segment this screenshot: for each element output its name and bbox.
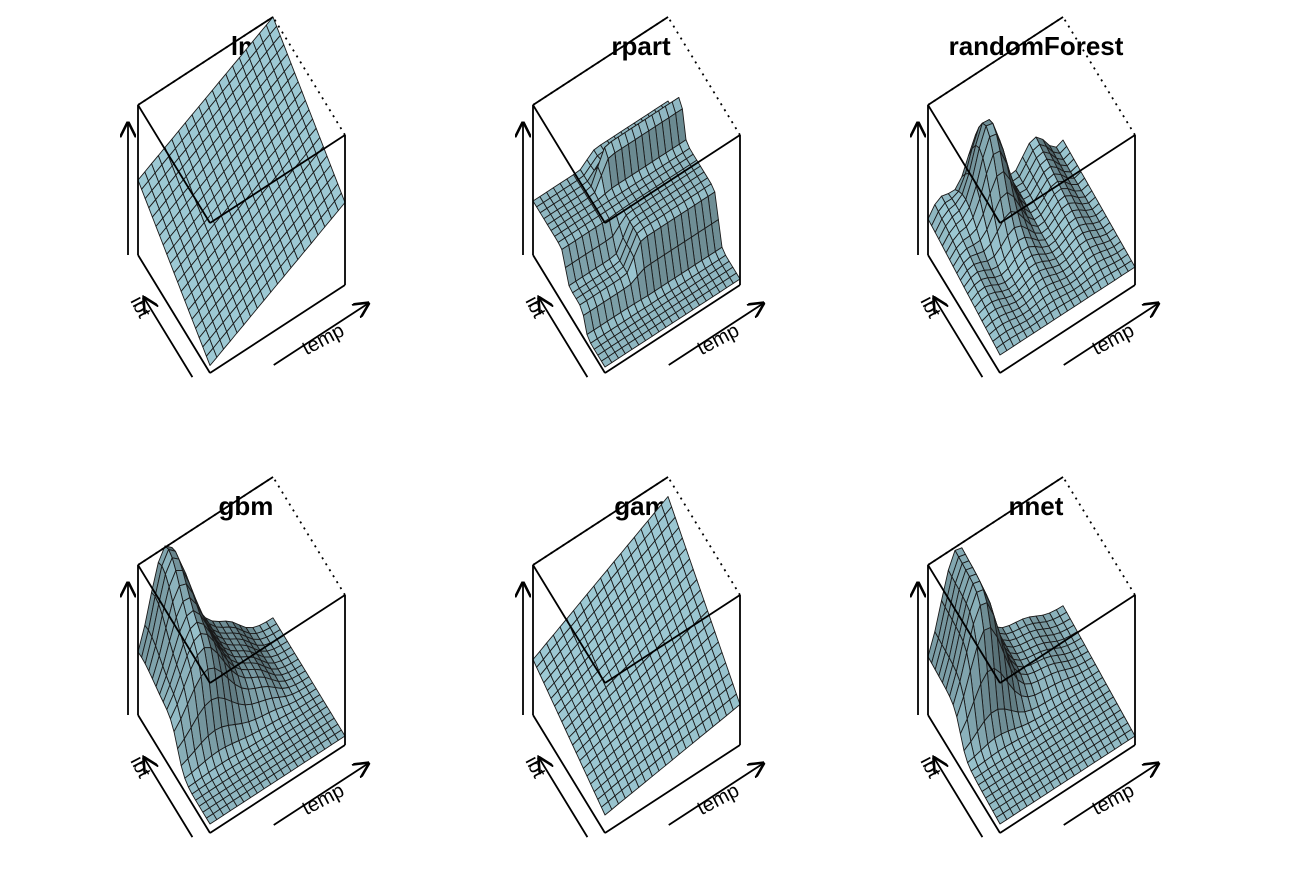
box-edge <box>927 476 1064 566</box>
ibt-axis-arrow <box>539 758 589 838</box>
ibt-axis-arrow <box>934 758 984 838</box>
box-edge <box>137 104 211 224</box>
bounding-box-gbm <box>128 476 369 838</box>
xlabel-randomforest: temp <box>1088 320 1138 360</box>
box-edge <box>999 744 1136 834</box>
box-edge <box>927 254 1001 374</box>
panel-rpart: rpart temp ibt <box>521 16 764 378</box>
box-edge <box>532 714 606 834</box>
box-edge <box>209 134 346 224</box>
box-edge <box>604 284 741 374</box>
surface-facet <box>600 356 613 368</box>
box-edge <box>927 104 1001 224</box>
box-edge <box>137 16 274 106</box>
surface-facet <box>600 801 613 816</box>
xlabel-rpart: temp <box>693 320 743 360</box>
box-edge <box>137 476 274 566</box>
surface-rpart <box>532 97 741 368</box>
temp-axis-arrow <box>273 763 369 826</box>
temp-axis-arrow <box>1063 303 1159 366</box>
box-edge <box>927 564 1001 684</box>
bounding-box-gam <box>523 476 764 838</box>
surface-facet <box>995 342 1008 356</box>
temp-axis-arrow <box>668 763 764 826</box>
box-edge <box>137 714 211 834</box>
box-edge <box>209 284 346 374</box>
bounding-box-nnet <box>918 476 1159 838</box>
panel-gam: gam temp ibt <box>521 476 764 838</box>
box-edge <box>137 254 211 374</box>
temp-axis-arrow <box>668 303 764 366</box>
panel-gbm: gbm temp ibt <box>126 476 369 838</box>
box-edge-hidden <box>1062 476 1136 596</box>
ylabel-lm: ibt <box>126 293 156 322</box>
panel-randomforest: randomForest temp ibt <box>916 16 1159 378</box>
surface-gam <box>532 496 741 816</box>
surface-randomforest <box>927 119 1136 356</box>
surface-lm <box>137 16 346 366</box>
ibt-axis-arrow <box>144 298 194 378</box>
surface-facet <box>205 347 218 366</box>
box-edge <box>927 16 1064 106</box>
box-edge <box>209 594 346 684</box>
panel-nnet: nnet temp ibt <box>916 476 1159 838</box>
box-edge <box>532 16 669 106</box>
box-edge <box>532 476 669 566</box>
ylabel-nnet: ibt <box>916 753 946 782</box>
box-edge <box>209 744 346 834</box>
ylabel-randomforest: ibt <box>916 293 946 322</box>
ibt-axis-arrow <box>539 298 589 378</box>
panel-title-randomforest: randomForest <box>949 31 1124 61</box>
surface-nnet <box>927 547 1136 825</box>
panel-lm: lm temp ibt <box>126 16 369 378</box>
box-edge <box>999 134 1136 224</box>
temp-axis-arrow <box>1063 763 1159 826</box>
box-edge <box>999 594 1136 684</box>
bounding-box-lm <box>128 16 369 378</box>
box-edge <box>604 744 741 834</box>
ylabel-rpart: ibt <box>521 293 551 322</box>
box-edge <box>532 254 606 374</box>
surface-facet <box>205 813 218 825</box>
surface-gbm <box>137 545 346 825</box>
box-edge-hidden <box>272 476 346 596</box>
ylabel-gbm: ibt <box>126 753 156 782</box>
box-edge <box>927 714 1001 834</box>
box-edge <box>532 564 606 684</box>
box-edge <box>137 564 211 684</box>
xlabel-lm: temp <box>298 320 348 360</box>
xlabel-nnet: temp <box>1088 780 1138 820</box>
ibt-axis-arrow <box>144 758 194 838</box>
box-edge <box>604 134 741 224</box>
surface-facet <box>995 812 1008 825</box>
panel-title-rpart: rpart <box>611 31 671 61</box>
bounding-box-rpart <box>523 16 764 378</box>
xlabel-gam: temp <box>693 780 743 820</box>
temp-axis-arrow <box>273 303 369 366</box>
ibt-axis-arrow <box>934 298 984 378</box>
box-edge <box>999 284 1136 374</box>
box-edge <box>604 594 741 684</box>
box-edge <box>532 104 606 224</box>
ylabel-gam: ibt <box>521 753 551 782</box>
xlabel-gbm: temp <box>298 780 348 820</box>
bounding-box-randomforest <box>918 16 1159 378</box>
